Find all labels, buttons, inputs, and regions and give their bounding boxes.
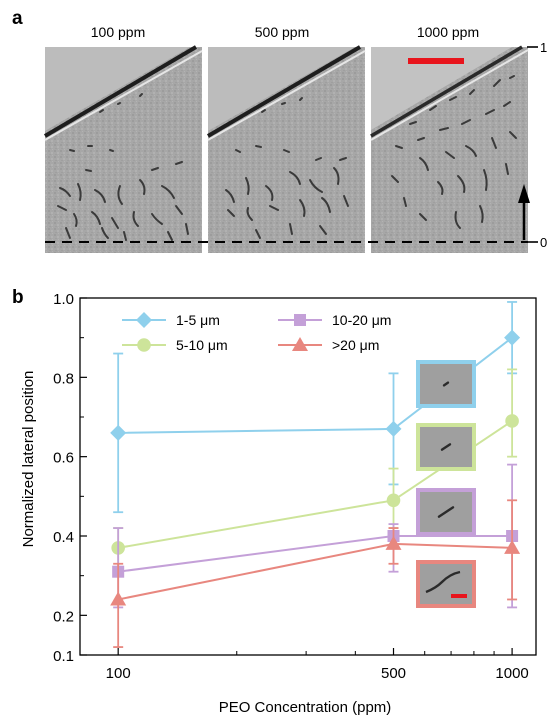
legend-marker [294,314,306,326]
micrograph-title: 100 ppm [91,24,145,40]
x-tick-label: 500 [381,665,406,682]
micrograph-1000ppm: 1000 ppm [370,24,529,253]
legend-label: >20 μm [332,337,379,353]
micrograph-title: 1000 ppm [417,24,479,40]
position-scale: 1 0 [518,40,547,250]
arrowhead-icon [518,184,530,203]
data-point [386,493,401,508]
legend-item: >20 μm [278,337,379,353]
micrograph-100ppm: 100 ppm [43,24,203,253]
data-point [504,329,521,346]
legend-marker [292,337,308,351]
data-point [110,591,127,606]
series-4 [110,499,521,648]
legend: 1-5 μm 5-10 μm 10-20 μm >20 μm [122,312,391,353]
insets [416,360,476,608]
data-point [385,420,402,437]
y-tick-label: 1.0 [53,291,74,308]
data-point [504,539,521,554]
legend-item: 10-20 μm [278,312,391,328]
inset-frame [416,560,476,608]
legend-label: 10-20 μm [332,312,391,328]
scale-top-label: 1 [540,40,547,55]
plot-border [79,297,537,656]
inset-thumbnail [416,360,476,408]
x-tick-label: 1000 [495,665,528,682]
fiber-shape [437,506,455,518]
legend-marker [137,338,151,352]
data-point [505,414,519,428]
inset-thumbnail [416,423,476,471]
scale-bottom-label: 0 [540,235,547,250]
y-tick-label: 0.4 [53,529,74,546]
fiber-shape [440,443,452,451]
legend-marker [136,312,152,328]
x-tick-label: 100 [106,665,131,682]
y-axis-label: Normalized lateral position [20,371,37,548]
inset-scale-bar [451,594,467,598]
inset-thumbnail [416,488,476,536]
micrograph-500ppm: 500 ppm [206,24,366,253]
plot-frame [79,297,537,656]
legend-label: 1-5 μm [176,312,220,328]
y-tick-label: 0.6 [53,450,74,467]
fiber-shape [425,570,461,594]
panel-a: a 100 ppm 500 ppm [12,8,547,253]
y-tick-label: 0.8 [53,370,74,387]
panel-b-label: b [12,287,24,308]
micrograph-title: 500 ppm [255,24,309,40]
y-tick-label: 0.2 [53,608,74,625]
legend-label: 5-10 μm [176,337,228,353]
legend-item: 5-10 μm [122,337,228,353]
data-point [110,424,127,441]
x-axis-label: PEO Concentration (ppm) [219,699,392,716]
axis-ticks: 0.1 0.2 0.4 0.6 0.8 1.0 100 500 1000 [53,291,529,682]
panel-b: b Normalized lateral position PEO Concen… [12,287,537,716]
scale-bar [408,58,464,64]
data-point [385,535,402,550]
inset-thumbnail [416,560,476,608]
y-tick-label: 0.1 [53,648,74,665]
y-axis-title: Normalized lateral position [20,371,37,548]
legend-item: 1-5 μm [122,312,220,328]
panel-a-label: a [12,8,23,29]
fiber-shape [442,381,450,387]
